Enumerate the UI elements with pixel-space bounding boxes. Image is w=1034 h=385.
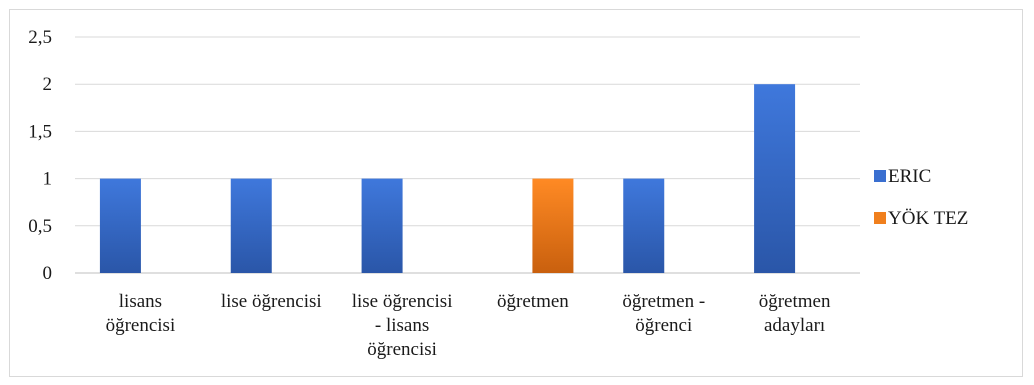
legend-label-1: YÖK TEZ xyxy=(888,208,968,229)
bar-eric-4 xyxy=(623,178,665,273)
legend-label-0: ERIC xyxy=(888,166,931,187)
y-tick-label: 0 xyxy=(43,263,53,284)
bar-yok-tez-3 xyxy=(532,178,574,273)
y-tick-label: 2,5 xyxy=(28,27,52,48)
x-axis-labels: lisans öğrencisi lise öğrencisi lise öğrenc… xyxy=(106,291,831,360)
chart-frame xyxy=(9,9,1023,377)
x-tick-label: öğretmen - xyxy=(622,291,705,312)
bars xyxy=(99,84,796,273)
y-tick-label: 1,5 xyxy=(28,121,52,142)
legend-swatch-0 xyxy=(874,170,886,182)
x-tick-label: adayları xyxy=(764,315,825,336)
y-tick-label: 2 xyxy=(43,74,53,95)
bar-eric-0 xyxy=(99,178,141,273)
x-tick-label: lise öğrencisi xyxy=(221,291,322,312)
y-tick-label: 1 xyxy=(43,169,53,190)
bar-eric-1 xyxy=(230,178,272,273)
bar-eric-5 xyxy=(754,84,796,273)
x-tick-label: öğretmen xyxy=(759,291,831,312)
x-tick-label: öğrencisi xyxy=(367,339,437,360)
x-tick-label: öğretmen xyxy=(497,291,569,312)
x-tick-label: öğrencisi xyxy=(106,315,176,336)
y-axis-ticks: 0 0,5 1 1,5 2 2,5 xyxy=(28,27,52,284)
legend-swatch-1 xyxy=(874,212,886,224)
y-tick-label: 0,5 xyxy=(28,216,52,237)
x-tick-label: lise öğrencisi xyxy=(352,291,453,312)
gridlines xyxy=(75,36,860,274)
bar-eric-2 xyxy=(361,178,403,273)
x-tick-label: - lisans xyxy=(375,315,429,336)
legend: ERIC YÖK TEZ xyxy=(874,166,968,229)
x-tick-label: lisans xyxy=(119,291,162,312)
x-tick-label: öğrenci xyxy=(635,315,692,336)
